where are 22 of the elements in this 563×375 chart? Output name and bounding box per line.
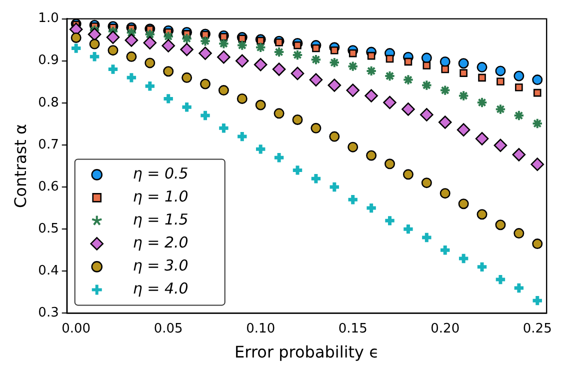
x-tick-label: 0.05 <box>154 321 183 336</box>
x-tick-label: 0.00 <box>62 321 91 336</box>
x-tick-label: 0.20 <box>430 321 460 336</box>
y-axis-title: Contrast α <box>10 124 30 208</box>
legend-label: η = 3.0 <box>132 256 188 275</box>
y-tick-label: 0.3 <box>38 306 59 321</box>
y-tick-label: 0.6 <box>38 179 59 194</box>
y-tick-label: 0.9 <box>38 53 59 68</box>
x-axis-title: Error probability ϵ <box>234 342 379 362</box>
x-tick-label: 0.10 <box>246 321 276 336</box>
x-tick-label: 0.25 <box>522 321 552 336</box>
y-tick-label: 0.8 <box>38 95 59 110</box>
legend-label: η = 1.0 <box>132 188 188 206</box>
y-tick-label: 0.4 <box>38 264 59 279</box>
y-tick-label: 0.5 <box>38 221 59 236</box>
legend-label: η = 1.5 <box>132 210 188 229</box>
y-tick-label: 0.7 <box>38 137 59 152</box>
x-tick-label: 0.15 <box>338 321 368 336</box>
legend-label: η = 2.0 <box>132 234 188 252</box>
legend-label: η = 4.0 <box>132 280 188 298</box>
legend-label: η = 0.5 <box>132 164 188 183</box>
y-tick-label: 1.0 <box>38 11 59 26</box>
